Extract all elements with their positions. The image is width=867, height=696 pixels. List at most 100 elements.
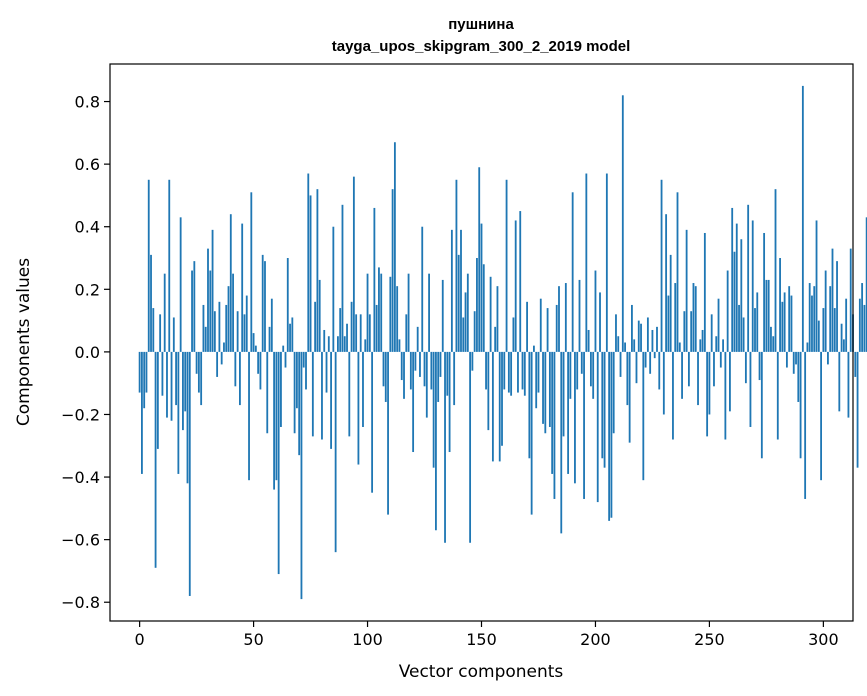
bar <box>309 195 312 352</box>
bar <box>644 351 647 368</box>
bar <box>284 351 287 368</box>
bar <box>672 351 674 440</box>
bar <box>797 351 800 402</box>
bar <box>202 304 205 352</box>
bar <box>612 351 615 434</box>
bar <box>585 173 588 352</box>
bar <box>640 323 642 352</box>
bar <box>223 342 225 352</box>
bar <box>656 326 658 352</box>
bar <box>373 207 376 352</box>
bar <box>159 314 162 352</box>
bar <box>352 176 355 352</box>
bar <box>403 351 405 399</box>
bar <box>289 323 291 352</box>
bar <box>482 264 485 352</box>
bar <box>191 270 193 352</box>
bar <box>715 336 718 352</box>
bar <box>330 351 332 449</box>
bar <box>692 283 695 352</box>
bar <box>533 345 535 352</box>
bar <box>476 258 478 352</box>
bar <box>863 304 866 352</box>
bar <box>817 320 820 352</box>
bar <box>177 351 180 474</box>
bar <box>772 336 775 352</box>
bar <box>544 351 547 434</box>
bar <box>808 283 811 352</box>
y-tick-label: 0.6 <box>75 155 100 174</box>
bar <box>526 301 528 352</box>
bar <box>783 292 786 352</box>
bar <box>341 204 344 352</box>
bar <box>464 292 467 352</box>
bar <box>514 220 517 352</box>
bar <box>334 351 337 553</box>
bar <box>337 336 339 352</box>
bar <box>653 351 656 359</box>
bar <box>216 351 219 377</box>
bar <box>325 351 328 393</box>
bar <box>694 286 697 352</box>
bar <box>437 351 440 402</box>
bar <box>517 351 519 393</box>
bar <box>567 351 570 474</box>
bar <box>378 267 380 352</box>
bar <box>539 298 542 352</box>
chart-subtitle: tayga_upos_skipgram_300_2_2019 model <box>332 38 631 55</box>
bar <box>138 351 141 393</box>
bar <box>375 304 378 352</box>
bar <box>658 351 661 390</box>
bar <box>366 273 369 352</box>
bar <box>286 258 289 352</box>
bar <box>293 351 296 434</box>
bar <box>291 317 294 352</box>
bar <box>633 339 636 352</box>
bar <box>551 351 554 474</box>
bar <box>631 304 633 352</box>
bar <box>462 317 465 352</box>
bar <box>498 351 501 462</box>
bar <box>717 298 720 352</box>
bar <box>576 351 579 390</box>
bar <box>512 317 515 352</box>
bar <box>364 339 367 352</box>
bar <box>213 311 216 352</box>
bar <box>435 351 437 531</box>
bar <box>587 329 590 352</box>
bar <box>831 248 834 352</box>
bar <box>496 286 499 352</box>
bar <box>405 314 408 352</box>
bar <box>637 320 640 352</box>
bar <box>425 351 428 418</box>
plot-frame <box>109 63 854 622</box>
bar <box>608 351 611 521</box>
bar <box>307 173 310 352</box>
bar <box>380 273 383 352</box>
bar <box>729 351 731 412</box>
x-ticks-layer: 0 50 100 150 200 250 300 <box>135 621 839 649</box>
bar <box>453 351 456 406</box>
bar <box>384 351 387 402</box>
bar <box>257 351 260 374</box>
bar <box>719 351 722 368</box>
bar <box>555 304 558 352</box>
bar <box>318 279 321 352</box>
bar <box>770 326 772 352</box>
bar <box>491 351 494 462</box>
bar <box>473 311 476 352</box>
bar <box>710 314 713 352</box>
bar <box>323 329 326 352</box>
bar <box>432 351 435 468</box>
bar <box>815 220 818 352</box>
bar <box>856 351 859 468</box>
bar <box>706 351 709 437</box>
bar <box>371 351 374 493</box>
bars-layer <box>138 85 867 600</box>
bar <box>368 314 371 352</box>
bar <box>854 351 857 377</box>
bar <box>660 179 663 352</box>
bar <box>207 248 209 352</box>
bar <box>596 351 599 503</box>
y-tick-label: 0.2 <box>75 280 100 299</box>
